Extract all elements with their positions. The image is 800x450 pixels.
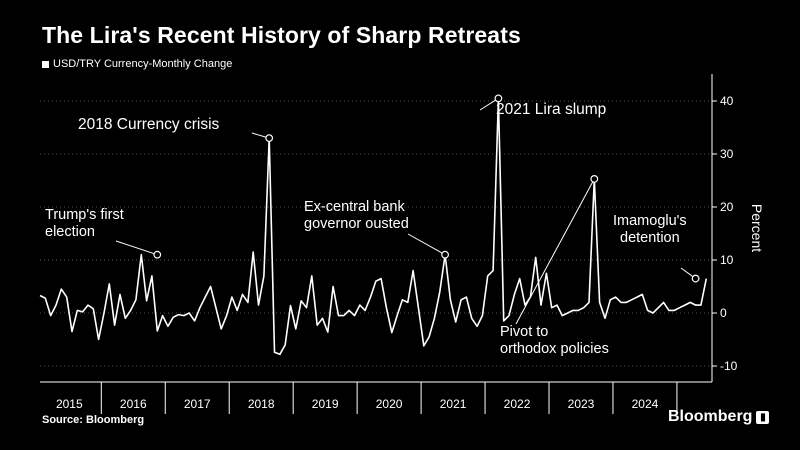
x-tick-label: 2015: [56, 397, 83, 411]
annotation-lira-slump: 2021 Lira slump: [496, 101, 607, 118]
chart-title: The Lira's Recent History of Sharp Retre…: [42, 22, 521, 48]
y-tick-label: 20: [720, 200, 734, 214]
highlight-point: [265, 134, 274, 143]
y-tick-label: 0: [720, 306, 727, 320]
legend: USD/TRY Currency-Monthly Change: [42, 58, 232, 70]
legend-swatch: [42, 60, 49, 68]
annotation-governor-line1: Ex-central bank: [304, 199, 405, 215]
annotation-trump-election: Trump's first election: [45, 207, 124, 241]
annotation-currency-crisis: 2018 Currency crisis: [78, 116, 220, 133]
leader-line: [115, 240, 158, 256]
annotation-imamoglu-line2: detention: [620, 230, 680, 246]
series-layer: [39, 97, 708, 356]
x-tick-label: 2018: [248, 397, 275, 411]
x-tick-label: 2016: [120, 397, 147, 411]
annotation-trump-line1: Trump's first: [45, 207, 124, 223]
source-note: Source: Bloomberg: [42, 414, 145, 426]
highlight-point: [691, 274, 700, 283]
annotation-governor-line2: governor ousted: [304, 216, 409, 232]
highlight-point: [441, 250, 449, 259]
y-axis-title: Percent: [749, 204, 765, 252]
annotation-trump-line2: election: [45, 224, 95, 240]
annotation-imamoglu: Imamoglu's detention: [613, 213, 687, 247]
x-tick-label: 2023: [568, 397, 595, 411]
annotation-pivot-line1: Pivot to: [500, 324, 549, 340]
highlight-point: [590, 175, 599, 183]
y-tick-label: 10: [720, 253, 734, 267]
annotation-pivot-line2: orthodox policies: [500, 341, 609, 357]
grid-layer: [40, 100, 712, 367]
y-tick-label: 30: [720, 147, 734, 161]
highlight-point: [153, 250, 162, 259]
x-tick-label: 2020: [376, 397, 403, 411]
axis-layer: -10 0 10 20 30 40 Percent 2015 2016 2017 2018 2019 2…: [40, 74, 765, 414]
y-tick-label: 40: [720, 94, 734, 108]
x-tick-label: 2022: [504, 397, 531, 411]
brand-logo: Bloomberg ▮: [668, 408, 770, 426]
bloomberg-icon: ▮: [756, 410, 770, 424]
brand-name: Bloomberg: [668, 408, 753, 425]
x-tick-label: 2024: [632, 397, 659, 411]
annotation-imamoglu-line1: Imamoglu's: [613, 213, 687, 229]
legend-label: USD/TRY Currency-Monthly Change: [53, 58, 233, 70]
x-tick-label: 2019: [312, 397, 339, 411]
annotation-governor-ousted: Ex-central bank governor ousted: [304, 199, 409, 233]
x-tick-label: 2021: [440, 397, 467, 411]
marker-layer: [153, 94, 700, 283]
series-line: [39, 97, 708, 356]
y-tick-label: -10: [720, 359, 738, 373]
leader-line: [407, 233, 446, 256]
x-tick-label: 2017: [184, 397, 211, 411]
highlight-point: [494, 94, 503, 103]
annotation-pivot: Pivot to orthodox policies: [500, 324, 609, 358]
